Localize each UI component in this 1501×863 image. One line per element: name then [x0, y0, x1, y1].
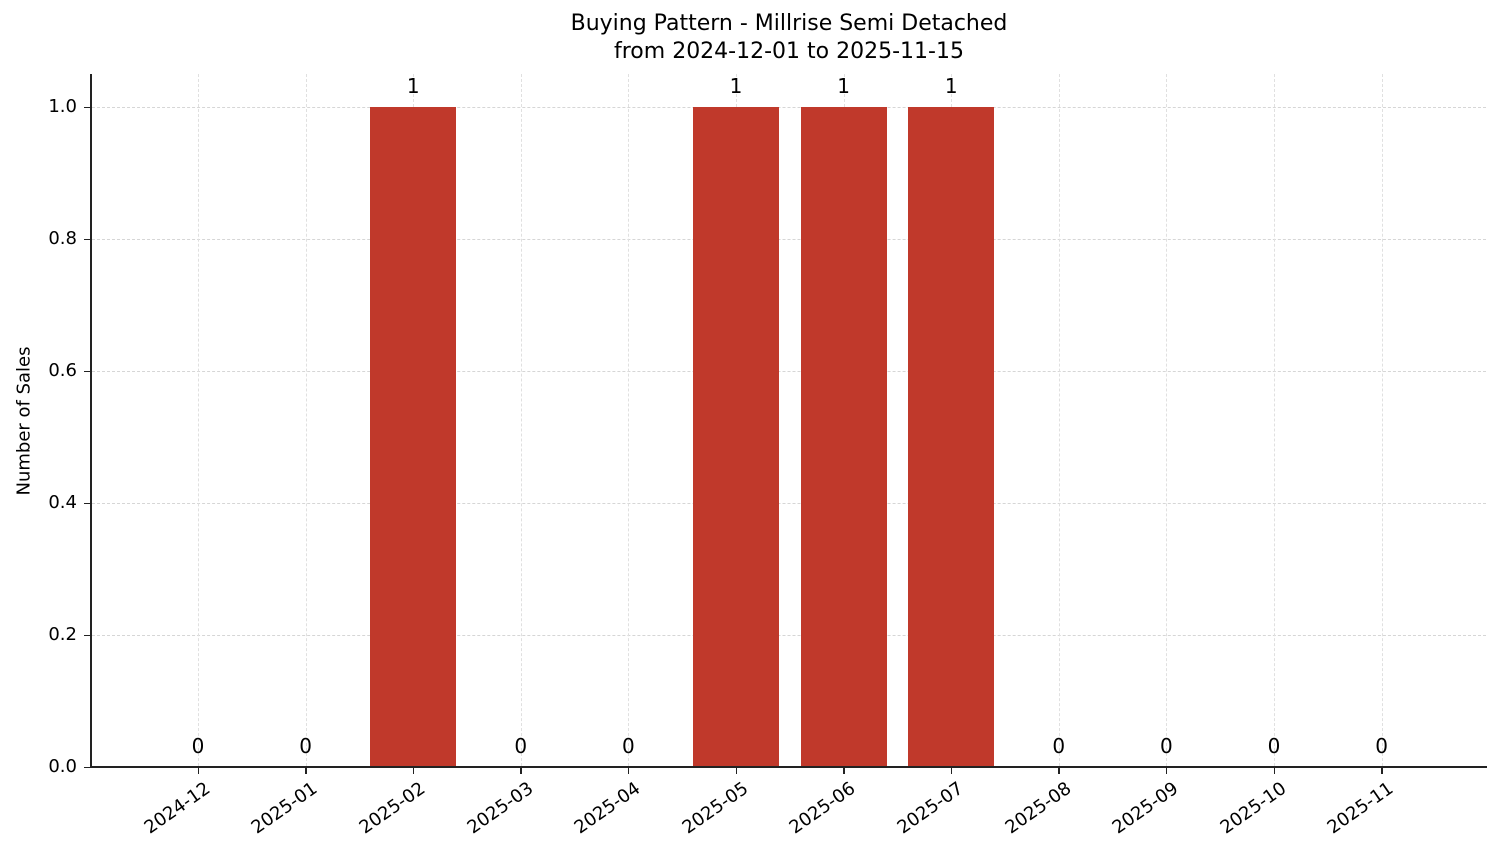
- v-gridline: [628, 74, 630, 766]
- y-tick: [84, 370, 90, 372]
- x-tick-label: 2025-02: [355, 778, 430, 839]
- x-tick: [305, 768, 307, 774]
- bar-value-label: 0: [299, 734, 312, 758]
- x-tick: [197, 768, 199, 774]
- bar-value-label: 0: [1052, 734, 1066, 758]
- chart-title-main: Buying Pattern - Millrise Semi Detached: [570, 11, 1008, 36]
- x-tick: [843, 768, 845, 774]
- y-tick-label: 0.2: [48, 624, 77, 645]
- y-tick-label: 1.0: [48, 96, 77, 117]
- v-gridline: [305, 74, 307, 766]
- bar-2025-05[interactable]: [693, 107, 779, 767]
- bar-value-label: 0: [1375, 734, 1388, 758]
- chart-subtitle: from 2024-12-01 to 2025-11-15: [614, 39, 964, 64]
- x-tick-label: 2025-07: [893, 778, 968, 839]
- x-tick: [950, 768, 953, 774]
- bar-value-label: 0: [514, 734, 528, 758]
- bar-value-label: 0: [191, 734, 205, 758]
- x-tick-label: 2025-08: [1001, 778, 1075, 839]
- y-tick: [84, 502, 90, 504]
- x-tick-label: 2024-12: [140, 778, 215, 839]
- x-tick: [520, 768, 522, 774]
- h-gridline: [92, 635, 1486, 636]
- x-tick-label: 2025-01: [247, 778, 322, 839]
- bar-value-label: 1: [729, 74, 743, 98]
- y-tick-label: 0.6: [48, 360, 77, 381]
- v-gridline: [1058, 74, 1060, 766]
- h-gridline: [92, 503, 1486, 504]
- bar-2025-07[interactable]: [908, 107, 995, 767]
- v-gridline: [1166, 74, 1168, 766]
- x-tick: [1058, 768, 1060, 774]
- y-tick: [84, 766, 90, 768]
- x-axis-line: [90, 766, 1487, 768]
- bar-value-label: 1: [837, 74, 850, 98]
- x-tick: [735, 768, 737, 774]
- h-gridline: [92, 371, 1486, 372]
- y-tick: [84, 634, 90, 636]
- x-tick-label: 2025-05: [678, 778, 753, 839]
- bar-value-label: 1: [944, 74, 958, 98]
- bar-value-label: 1: [406, 74, 420, 98]
- bar-value-label: 0: [1160, 734, 1173, 758]
- y-tick-label: 0.0: [48, 756, 77, 777]
- x-tick: [1273, 768, 1275, 774]
- x-tick-label: 2025-10: [1216, 778, 1291, 839]
- v-gridline: [1274, 74, 1275, 766]
- x-tick: [627, 768, 630, 774]
- x-tick: [412, 768, 415, 774]
- bar-2025-02[interactable]: [370, 107, 457, 767]
- x-tick-label: 2025-11: [1323, 778, 1398, 839]
- x-tick-label: 2025-06: [785, 778, 860, 839]
- x-tick: [1381, 768, 1383, 774]
- y-tick: [84, 106, 90, 108]
- bar-value-label: 0: [622, 734, 635, 758]
- y-tick-label: 0.4: [48, 492, 77, 513]
- h-gridline: [92, 239, 1486, 240]
- v-gridline: [520, 74, 522, 766]
- y-tick: [84, 238, 90, 240]
- h-gridline: [92, 107, 1486, 108]
- v-gridline: [198, 74, 199, 766]
- x-tick-label: 2025-04: [570, 778, 645, 839]
- x-tick-label: 2025-09: [1108, 778, 1183, 839]
- bar-2025-06[interactable]: [800, 107, 887, 767]
- y-axis-line: [90, 74, 92, 768]
- x-tick: [1165, 768, 1168, 774]
- chart-title: Buying Pattern - Millrise Semi Detached …: [0, 10, 1501, 66]
- y-tick-label: 0.8: [48, 228, 77, 249]
- bar-value-label: 0: [1267, 734, 1281, 758]
- v-gridline: [1381, 74, 1383, 766]
- x-tick-label: 2025-03: [463, 778, 537, 839]
